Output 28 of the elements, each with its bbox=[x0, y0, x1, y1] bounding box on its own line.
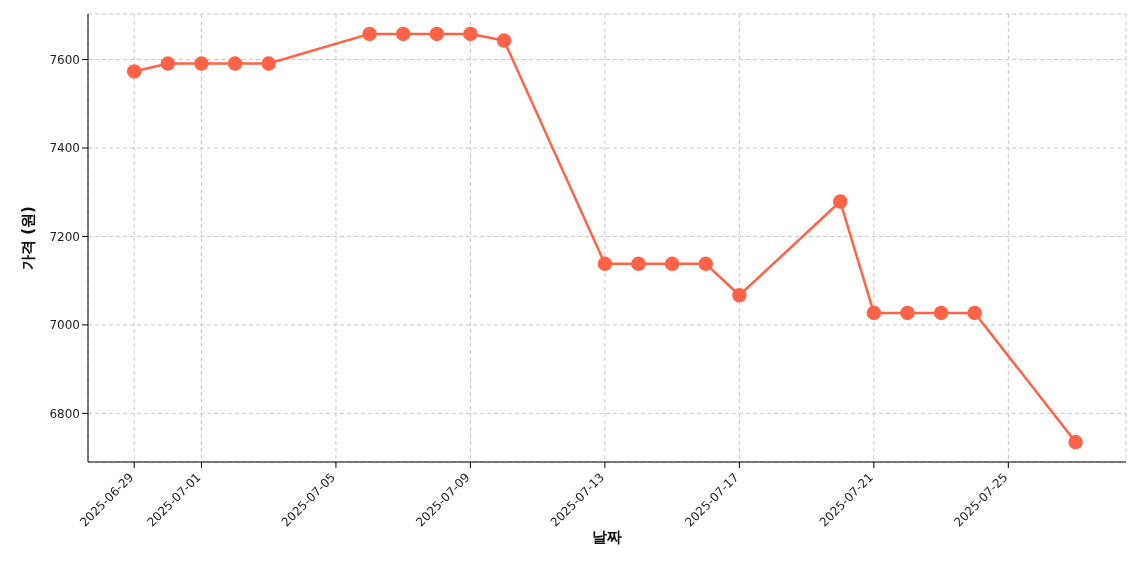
point bbox=[160, 56, 176, 71]
point bbox=[664, 256, 680, 272]
point bbox=[194, 56, 209, 71]
x-axis-title: 날짜 bbox=[592, 528, 622, 546]
point bbox=[698, 256, 714, 272]
point bbox=[463, 26, 478, 42]
y-tick-label: 7200 bbox=[49, 229, 80, 244]
y-tick-label: 6800 bbox=[49, 406, 80, 421]
point bbox=[866, 305, 882, 321]
point bbox=[362, 26, 377, 42]
point bbox=[967, 305, 982, 321]
point bbox=[395, 26, 411, 42]
y-tick-label: 7400 bbox=[49, 141, 80, 156]
point bbox=[597, 256, 613, 272]
y-tick-label: 7000 bbox=[49, 318, 80, 333]
point bbox=[496, 33, 512, 48]
point bbox=[126, 64, 142, 79]
point bbox=[933, 305, 949, 321]
point bbox=[732, 288, 747, 303]
point bbox=[631, 256, 646, 272]
y-tick-label: 7600 bbox=[49, 52, 80, 67]
point bbox=[900, 305, 915, 321]
y-axis-title: 가격 (원) bbox=[19, 206, 38, 270]
point bbox=[261, 56, 276, 71]
point bbox=[227, 56, 243, 71]
point bbox=[832, 194, 848, 209]
point bbox=[429, 26, 445, 42]
point bbox=[1068, 434, 1083, 450]
